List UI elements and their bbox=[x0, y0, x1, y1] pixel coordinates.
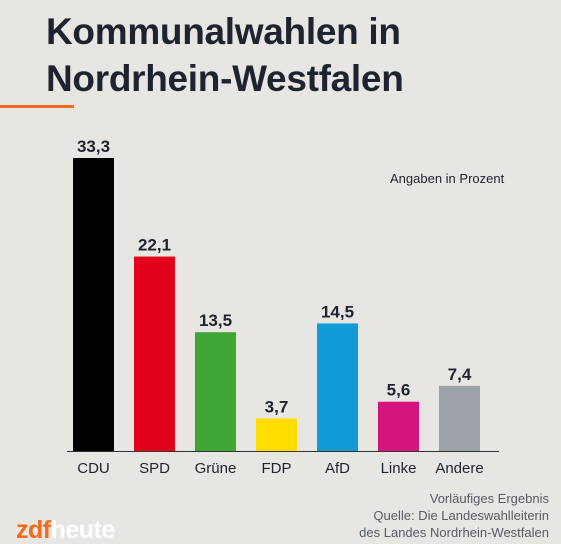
bar-gr-ne bbox=[195, 332, 236, 451]
title-accent-rule bbox=[0, 105, 74, 108]
category-label-gr-ne: Grüne bbox=[195, 460, 237, 477]
value-label-spd: 22,1 bbox=[138, 236, 171, 255]
zdfheute-logo: zdfheute bbox=[16, 517, 115, 544]
bar-afd bbox=[317, 323, 358, 451]
value-label-cdu: 33,3 bbox=[77, 137, 110, 156]
category-label-spd: SPD bbox=[139, 460, 170, 477]
footnote: Vorläufiges Ergebnis Quelle: Die Landesw… bbox=[359, 490, 549, 541]
chart-title: Kommunalwahlen in Nordrhein-Westfalen bbox=[46, 11, 404, 99]
category-label-afd: AfD bbox=[325, 460, 350, 477]
category-label-linke: Linke bbox=[381, 460, 417, 477]
bar-andere bbox=[439, 385, 480, 451]
bar-linke bbox=[378, 401, 419, 451]
unit-note: Angaben in Prozent bbox=[390, 171, 505, 186]
category-label-andere: Andere bbox=[435, 460, 483, 477]
category-label-fdp: FDP bbox=[262, 460, 292, 477]
footnote-source-cont: des Landes Nordrhein-Westfalen bbox=[359, 525, 549, 540]
footnote-source: Quelle: Die Landeswahlleiterin bbox=[373, 508, 549, 523]
bar-cdu bbox=[73, 158, 114, 451]
value-label-afd: 14,5 bbox=[321, 302, 354, 321]
value-label-andere: 7,4 bbox=[448, 365, 472, 384]
bar-fdp bbox=[256, 418, 297, 451]
logo-heute: heute bbox=[50, 516, 116, 544]
value-label-linke: 5,6 bbox=[387, 381, 411, 400]
category-label-cdu: CDU bbox=[77, 460, 110, 477]
bar-spd bbox=[134, 256, 175, 451]
value-label-fdp: 3,7 bbox=[265, 397, 289, 416]
footnote-status: Vorläufiges Ergebnis bbox=[429, 491, 549, 506]
logo-zdf: zdf bbox=[16, 516, 51, 544]
value-label-gr-ne: 13,5 bbox=[199, 311, 232, 330]
